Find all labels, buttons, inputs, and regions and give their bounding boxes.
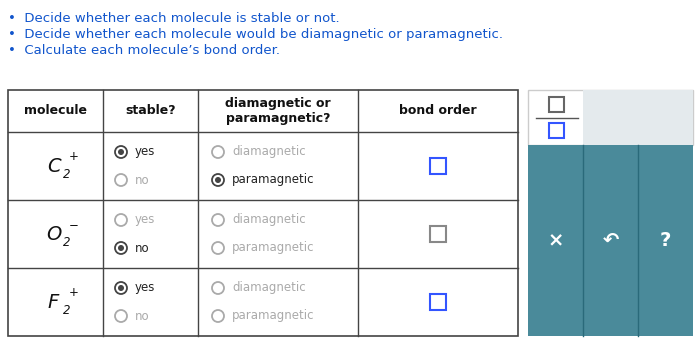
Text: ↶: ↶ [603,231,619,250]
Text: O: O [46,225,61,244]
Text: diamagnetic: diamagnetic [232,281,306,294]
Text: F: F [48,292,59,312]
Text: bond order: bond order [399,105,477,118]
Text: no: no [135,310,149,323]
Bar [430,294,446,310]
Circle shape [115,174,127,186]
Circle shape [212,214,224,226]
Text: ×: × [548,231,564,250]
Circle shape [212,310,224,322]
Circle shape [212,282,224,294]
Text: C: C [47,157,60,175]
Text: yes: yes [135,214,156,226]
Text: no: no [135,241,149,255]
Circle shape [212,242,224,254]
Bar [583,90,693,145]
Text: ?: ? [660,231,671,250]
Bar [8,90,518,336]
Text: molecule: molecule [24,105,87,118]
Text: diamagnetic: diamagnetic [232,146,306,159]
Bar [430,226,446,242]
Text: −: − [69,218,79,232]
Circle shape [118,149,124,155]
Text: •  Calculate each molecule’s bond order.: • Calculate each molecule’s bond order. [8,44,280,57]
Text: •  Decide whether each molecule is stable or not.: • Decide whether each molecule is stable… [8,12,340,25]
Bar [430,158,446,174]
Bar [528,90,693,145]
Circle shape [115,310,127,322]
Circle shape [215,177,221,183]
Circle shape [118,285,124,291]
Circle shape [115,146,127,158]
Text: +: + [69,151,79,163]
Bar [528,145,693,336]
Text: stable?: stable? [125,105,176,118]
Bar [548,97,564,111]
Text: no: no [135,173,149,186]
Text: +: + [69,287,79,300]
Circle shape [212,146,224,158]
Text: 2: 2 [63,236,70,248]
Text: paramagnetic: paramagnetic [232,241,315,255]
Bar [548,122,564,138]
Text: yes: yes [135,146,156,159]
Text: 2: 2 [63,168,70,181]
Text: 2: 2 [63,303,70,316]
Circle shape [115,214,127,226]
Circle shape [118,245,124,251]
Text: •  Decide whether each molecule would be diamagnetic or paramagnetic.: • Decide whether each molecule would be … [8,28,503,41]
Text: paramagnetic: paramagnetic [232,310,315,323]
Text: diamagnetic: diamagnetic [232,214,306,226]
Text: diamagnetic or
paramagnetic?: diamagnetic or paramagnetic? [225,97,331,125]
Circle shape [212,174,224,186]
Text: yes: yes [135,281,156,294]
Text: paramagnetic: paramagnetic [232,173,315,186]
Circle shape [115,242,127,254]
Circle shape [115,282,127,294]
